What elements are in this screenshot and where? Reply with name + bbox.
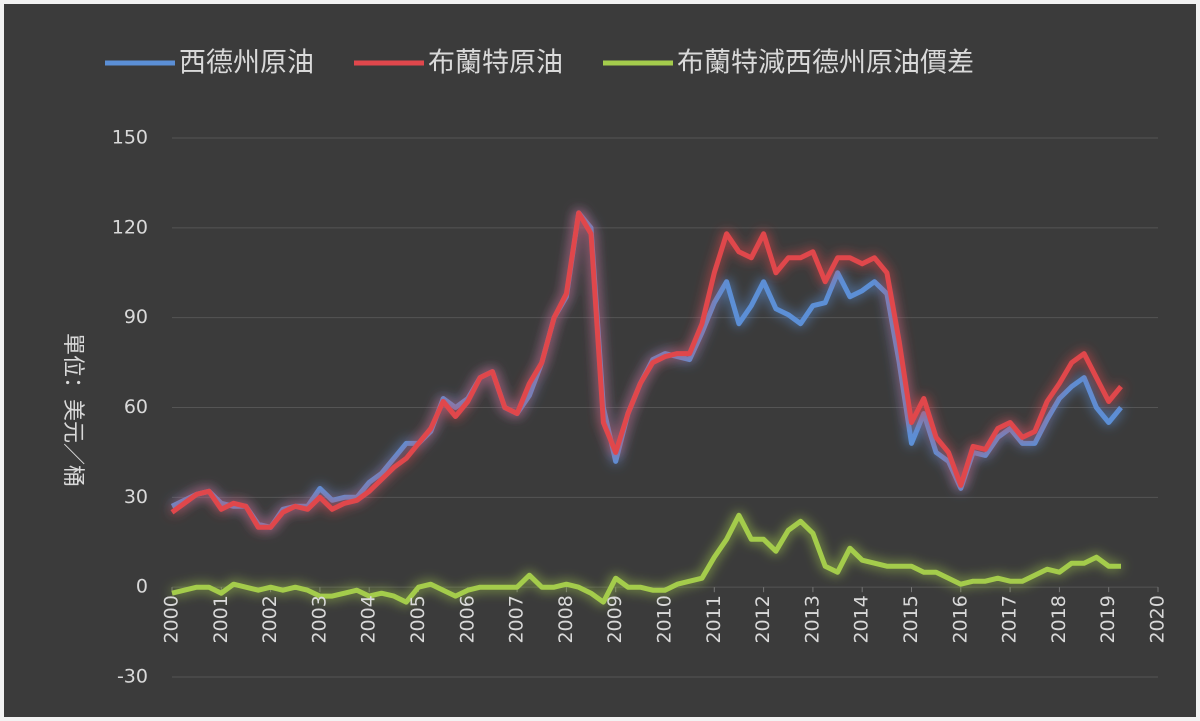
x-tick-label: 2016 [949, 595, 971, 643]
y-tick-label: 90 [124, 306, 148, 328]
x-tick-label: 2004 [358, 595, 380, 643]
x-tick-label: 2018 [1048, 595, 1070, 643]
x-tick-label: 2002 [259, 595, 281, 643]
x-tick-label: 2001 [210, 595, 232, 643]
x-tick-label: 2019 [1097, 595, 1119, 643]
legend-label: 布蘭特原油 [428, 48, 563, 79]
series-line [170, 210, 1123, 530]
x-tick-label: 2012 [752, 595, 774, 643]
legend-label: 布蘭特減西德州原油價差 [677, 48, 974, 79]
y-tick-label: 120 [112, 216, 148, 238]
x-tick-label: 2000 [161, 595, 183, 643]
x-tick-label: 2010 [654, 595, 676, 643]
series-line [171, 512, 1121, 605]
x-tick-label: 2020 [1147, 595, 1169, 643]
x-tick-label: 2011 [703, 595, 725, 643]
x-tick-label: 2003 [308, 595, 330, 643]
x-tick-label: 2015 [900, 595, 922, 643]
y-tick-label: 0 [136, 576, 148, 598]
y-tick-label: -30 [117, 666, 148, 688]
x-tick-label: 2007 [506, 595, 528, 643]
y-tick-label: 150 [112, 127, 148, 149]
y-tick-label: 30 [124, 486, 148, 508]
y-tick-label: 60 [124, 396, 148, 418]
legend-label: 西德州原油 [179, 48, 314, 79]
y-axis-label: 單位：美元／桶 [60, 333, 85, 487]
x-tick-label: 2013 [801, 595, 823, 643]
x-tick-label: 2009 [604, 595, 626, 643]
x-tick-label: 2017 [999, 595, 1021, 643]
x-tick-label: 2014 [851, 595, 873, 643]
x-tick-label: 2008 [555, 595, 577, 643]
x-tick-label: 2005 [407, 595, 429, 643]
x-tick-label: 2006 [456, 595, 478, 643]
